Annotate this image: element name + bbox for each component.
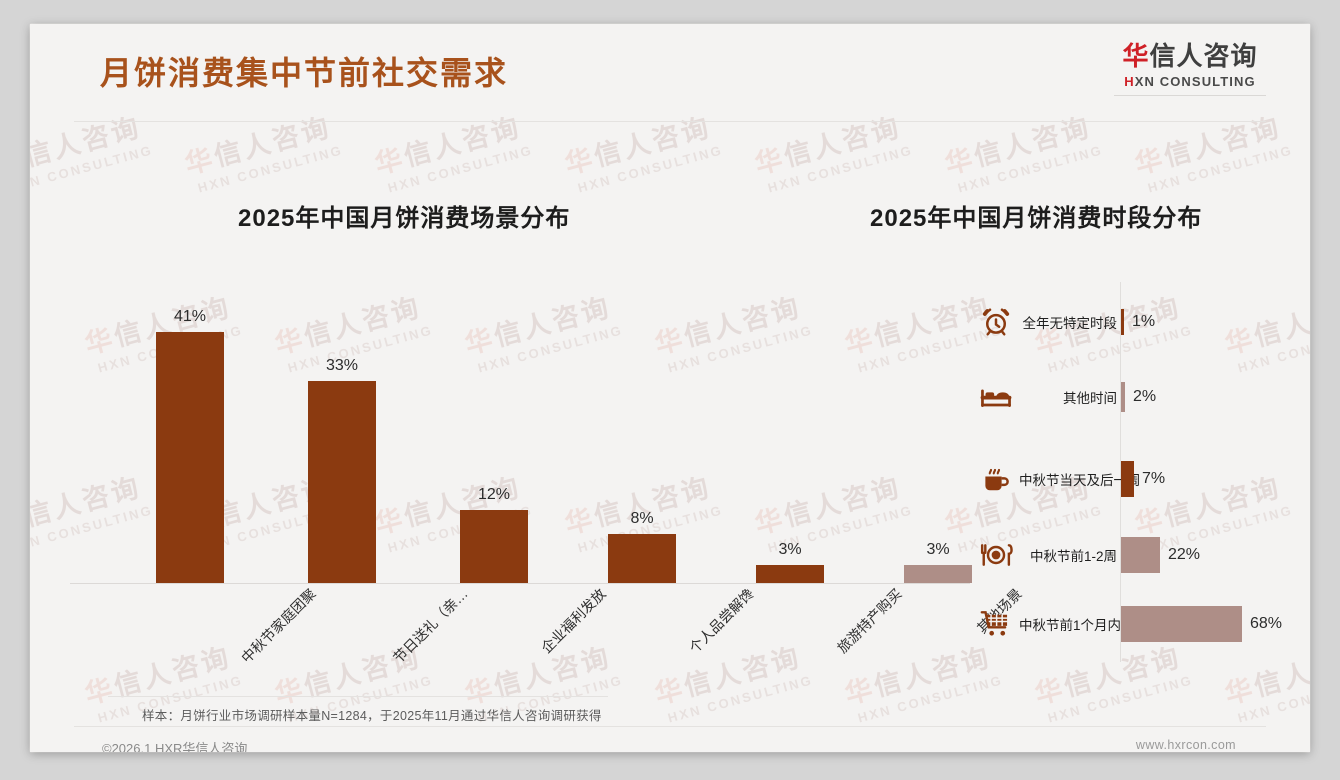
scenario-chart-baseline (70, 583, 970, 584)
timing-bar[interactable] (1121, 461, 1134, 497)
scenario-bar-group[interactable]: 12% (460, 480, 528, 583)
timing-chart-axis (1120, 282, 1121, 662)
scenario-category-label: 企业福利发放 (538, 585, 609, 657)
scenario-bar[interactable] (308, 381, 376, 583)
timing-row[interactable]: 中秋节当天及后一周 7% (975, 459, 1275, 499)
timing-row[interactable]: 中秋节前1个月内 68% (975, 604, 1282, 644)
copyright-text: ©2026.1 HXR华信人咨询 (102, 741, 248, 752)
timing-row[interactable]: 中秋节前1-2周 22% (975, 535, 1275, 575)
timing-bar[interactable] (1121, 537, 1160, 573)
timing-value-label: 22% (1168, 546, 1201, 563)
coffee-cup-icon (975, 460, 1017, 498)
shopping-cart-icon (975, 605, 1017, 643)
timing-value-label: 2% (1133, 388, 1157, 405)
timing-bar[interactable] (1121, 309, 1124, 335)
timing-bar-chart: 全年无特定时段 1% 其他时间 2% 中秋节当天及后一周 7% 中秋节前1-2周 22% 中秋节… (975, 282, 1282, 662)
scenario-bar-value-label: 3% (778, 541, 802, 558)
scenario-chart-title: 2025年中国月饼消费场景分布 (238, 205, 571, 232)
scenario-bar-value-label: 8% (630, 510, 654, 527)
scenario-bar-group[interactable]: 3% (756, 535, 824, 583)
scenario-bar[interactable] (756, 565, 824, 583)
scenario-chart-x-labels: 中秋节家庭团聚 节日送礼（亲… 企业福利发放 个人品尝解馋 旅游特产购买 其他场景 (70, 584, 1025, 684)
logo-english-rest: XN CONSULTING (1134, 73, 1256, 89)
scenario-category-label: 旅游特产购买 (834, 585, 905, 657)
timing-bar[interactable] (1121, 382, 1125, 412)
brand-logo: 华信人咨询 HXN CONSULTING (1114, 42, 1266, 96)
footnote-divider-top (108, 696, 608, 697)
scenario-bar-group[interactable]: 3% (904, 535, 972, 583)
bed-icon (975, 378, 1017, 416)
logo-chinese-rest: 信人咨询 (1149, 41, 1258, 71)
website-link[interactable]: www.hxrcon.com (1135, 738, 1236, 752)
alarm-clock-icon (975, 303, 1017, 341)
scenario-bar[interactable] (904, 565, 972, 583)
timing-row[interactable]: 全年无特定时段 1% (975, 302, 1275, 342)
footer-divider (74, 726, 1266, 727)
timing-category-label: 其他时间 (1063, 391, 1117, 406)
slide-canvas: 华信人咨询 HXN CONSULTING 华信人咨询 HXN CONSULTING华信… (30, 24, 1310, 752)
timing-bar[interactable] (1121, 606, 1242, 642)
scenario-category-label: 个人品尝解馋 (686, 585, 757, 657)
scenario-bar-group[interactable]: 8% (608, 504, 676, 583)
timing-chart-title: 2025年中国月饼消费时段分布 (870, 205, 1203, 232)
timing-category-label: 中秋节前1个月内 (1019, 618, 1122, 633)
scenario-bar[interactable] (460, 510, 528, 583)
scenario-bar[interactable] (156, 332, 224, 583)
scenario-bar-value-label: 33% (325, 357, 359, 374)
scenario-category-label: 中秋节家庭团聚 (238, 585, 319, 667)
scenario-bar-group[interactable]: 33% (308, 351, 376, 583)
scenario-bar-value-label: 12% (477, 486, 511, 503)
scenario-bar-value-label: 41% (173, 308, 207, 325)
timing-value-label: 68% (1250, 615, 1283, 632)
timing-value-label: 1% (1132, 313, 1156, 330)
scenario-bar[interactable] (608, 534, 676, 583)
scenario-bar-group[interactable]: 41% (156, 302, 224, 583)
header-divider (74, 121, 1266, 122)
timing-value-label: 7% (1142, 470, 1166, 487)
logo-chinese-red: 华 (1122, 41, 1150, 71)
logo-english-red: H (1124, 73, 1135, 89)
scenario-category-label: 节日送礼（亲… (390, 585, 471, 667)
scenario-bar-value-label: 3% (926, 541, 950, 558)
slide-header: 月饼消费集中节前社交需求 华信人咨询 HXN CONSULTING (30, 24, 1310, 122)
logo-chinese: 华信人咨询 (1114, 42, 1266, 71)
plate-cutlery-icon (975, 536, 1017, 574)
logo-english: HXN CONSULTING (1114, 74, 1266, 89)
timing-row[interactable]: 其他时间 2% (975, 377, 1275, 417)
logo-divider (1114, 94, 1266, 96)
scenario-bar-chart: 41% 33% 12% 8% 3% 3% (70, 274, 972, 584)
timing-category-label: 全年无特定时段 (1022, 316, 1118, 331)
page-title: 月饼消费集中节前社交需求 (100, 55, 509, 91)
footnote: 样本：月饼行业市场调研样本量N=1284，于2025年11月通过华信人咨询调研获… (142, 709, 602, 723)
timing-category-label: 中秋节前1-2周 (1029, 549, 1117, 564)
timing-category-label: 中秋节当天及后一周 (1019, 473, 1141, 488)
